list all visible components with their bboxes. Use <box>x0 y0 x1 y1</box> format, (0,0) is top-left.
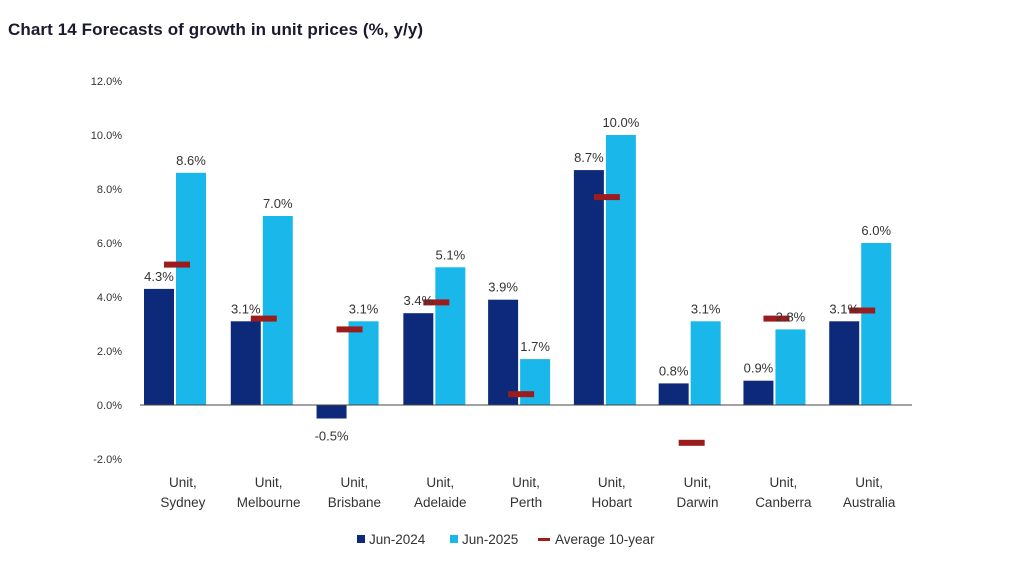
data-label-jun-2024: 0.9% <box>744 361 774 376</box>
bar-jun-2025 <box>262 216 293 405</box>
bar-jun-2024 <box>573 170 604 405</box>
average-10-year-marker <box>593 194 620 201</box>
bar-jun-2025 <box>348 321 379 405</box>
bar-jun-2025 <box>435 267 466 405</box>
bar-jun-2025 <box>520 359 551 405</box>
bar-jun-2024 <box>829 321 860 405</box>
category-label-line2: Brisbane <box>328 495 381 510</box>
y-tick-label: 12.0% <box>91 76 122 88</box>
category-label-line2: Sydney <box>160 495 205 510</box>
bar-jun-2025 <box>861 243 892 405</box>
category-label-line1: Unit, <box>684 475 712 490</box>
data-label-jun-2024: 4.3% <box>144 269 174 284</box>
y-tick-label: 0.0% <box>97 400 122 412</box>
bar-jun-2024 <box>230 321 261 405</box>
data-label-jun-2025: 6.0% <box>861 223 891 238</box>
average-10-year-marker <box>763 315 790 322</box>
bar-jun-2025 <box>176 172 206 405</box>
category-label-line2: Hobart <box>592 495 633 510</box>
bar-jun-2025 <box>690 321 721 405</box>
legend-label-jun-2025: Jun-2025 <box>462 532 518 547</box>
y-tick-label: 4.0% <box>97 292 122 304</box>
bar-jun-2024 <box>144 288 174 405</box>
category-label-line2: Melbourne <box>237 495 301 510</box>
bar-jun-2024 <box>316 405 347 419</box>
data-label-jun-2024: 3.4% <box>404 293 434 308</box>
legend: Jun-2024 Jun-2025 Average 10-year <box>357 532 655 547</box>
average-10-year-marker <box>678 439 705 446</box>
data-label-jun-2024: 3.1% <box>231 301 261 316</box>
y-tick-label: -2.0% <box>93 454 122 466</box>
category-label-line1: Unit, <box>169 475 197 490</box>
bar-jun-2024 <box>743 380 774 405</box>
average-10-year-marker <box>164 261 190 268</box>
legend-swatch-jun-2025 <box>450 535 458 543</box>
data-label-jun-2025: 10.0% <box>602 115 639 130</box>
chart-title: Chart 14 Forecasts of growth in unit pri… <box>8 20 424 39</box>
category-labels: Unit, Sydney Unit, Melbourne Unit, Brisbane Un… <box>160 475 895 510</box>
data-label-jun-2024: 8.7% <box>574 150 604 165</box>
legend-label-average-10-year: Average 10-year <box>555 532 655 547</box>
data-label-jun-2024: 0.8% <box>659 363 689 378</box>
legend-swatch-average-10-year <box>538 538 550 541</box>
bar-jun-2024 <box>658 383 689 405</box>
category-label-line1: Unit, <box>341 475 369 490</box>
data-label-jun-2024: 3.1% <box>829 301 859 316</box>
y-tick-label: 6.0% <box>97 238 122 250</box>
data-label-jun-2025: 3.1% <box>349 301 379 316</box>
average-10-year-marker <box>423 299 450 306</box>
data-labels: 4.3% 8.6% 3.1% 7.0% -0.5% 3.1% 3.4% 5.1% 3.9% 1.7… <box>144 115 891 444</box>
data-label-jun-2025: 3.1% <box>691 301 721 316</box>
legend-swatch-jun-2024 <box>357 535 365 543</box>
data-label-jun-2025: 7.0% <box>263 196 293 211</box>
data-label-jun-2024: 3.9% <box>488 280 518 295</box>
category-label-line1: Unit, <box>769 475 797 490</box>
category-label-line2: Canberra <box>755 495 812 510</box>
category-label-line1: Unit, <box>598 475 626 490</box>
category-label-line2: Perth <box>510 495 542 510</box>
data-label-jun-2025: 2.8% <box>776 309 806 324</box>
average-10-year-marker <box>849 307 876 314</box>
bar-jun-2024 <box>403 313 434 405</box>
category-label-line1: Unit, <box>255 475 283 490</box>
category-label-line2: Darwin <box>677 495 719 510</box>
category-label-line1: Unit, <box>426 475 454 490</box>
bar-marks <box>144 135 892 419</box>
y-axis-ticks: 12.0% 10.0% 8.0% 6.0% 4.0% 2.0% 0.0% -2.0% <box>91 76 122 466</box>
bar-jun-2024 <box>488 299 519 405</box>
bar-jun-2025 <box>775 329 806 405</box>
legend-label-jun-2024: Jun-2024 <box>369 532 426 547</box>
average-10-year-marker <box>250 315 277 322</box>
category-label-line2: Australia <box>843 495 896 510</box>
y-tick-label: 10.0% <box>91 130 122 142</box>
average-10-year-marker <box>508 391 535 398</box>
data-label-jun-2025: 8.6% <box>176 153 206 168</box>
y-tick-label: 8.0% <box>97 184 122 196</box>
category-label-line1: Unit, <box>512 475 540 490</box>
bar-jun-2025 <box>605 135 636 405</box>
y-tick-label: 2.0% <box>97 346 122 358</box>
data-label-jun-2024: -0.5% <box>315 429 349 444</box>
average-markers <box>164 194 876 446</box>
data-label-jun-2025: 5.1% <box>436 247 466 262</box>
average-10-year-marker <box>336 326 363 333</box>
category-label-line2: Adelaide <box>414 495 467 510</box>
data-label-jun-2025: 1.7% <box>520 339 550 354</box>
category-label-line1: Unit, <box>855 475 883 490</box>
